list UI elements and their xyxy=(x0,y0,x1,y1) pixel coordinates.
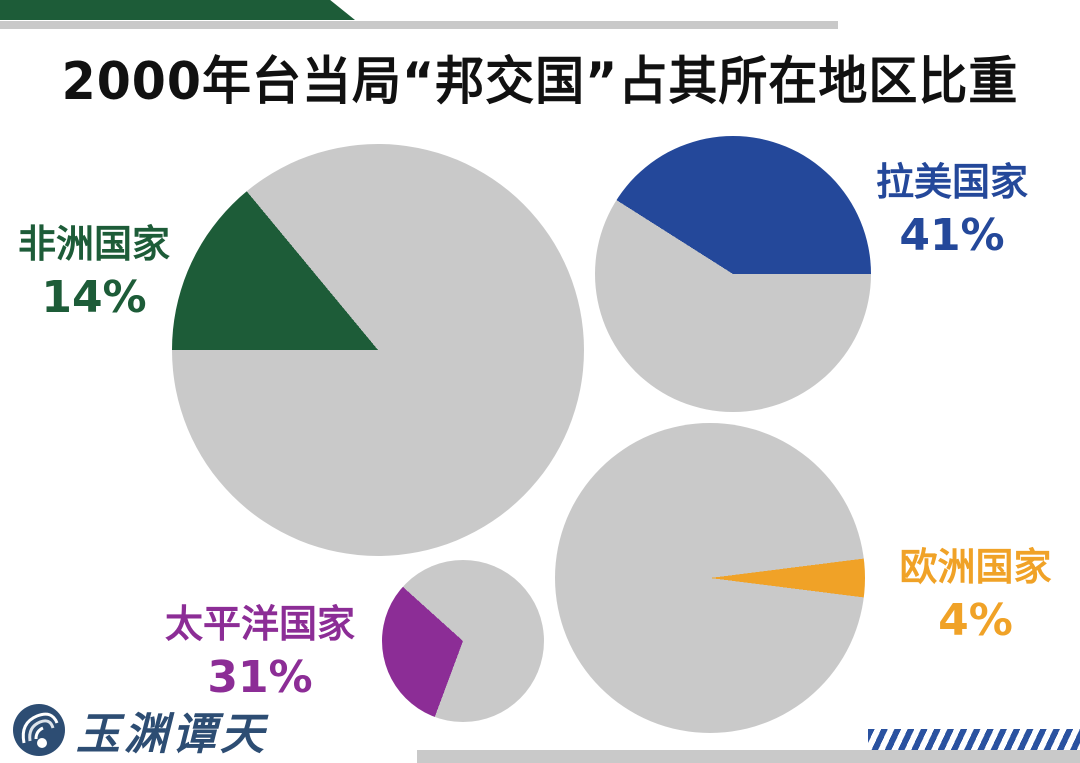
label-europe: 欧洲国家 4% xyxy=(878,543,1073,650)
logo: 玉渊谭天 xyxy=(12,702,268,760)
label-africa: 非洲国家 14% xyxy=(8,220,180,327)
label-europe-region: 欧洲国家 xyxy=(899,545,1052,589)
label-europe-percent: 4% xyxy=(938,595,1013,647)
pie-latin-america xyxy=(595,136,871,412)
label-latin-america-region: 拉美国家 xyxy=(875,160,1028,204)
pie-europe xyxy=(555,423,865,733)
pie-africa xyxy=(172,144,584,556)
top-divider-bar xyxy=(0,21,838,29)
label-pacific: 太平洋国家 31% xyxy=(150,600,370,707)
page-title: 2000年台当局“邦交国”占其所在地区比重 xyxy=(61,51,1019,112)
bottom-divider-bar xyxy=(417,750,1080,763)
pie-pacific xyxy=(382,560,544,722)
logo-swirl-icon xyxy=(12,703,66,757)
label-pacific-percent: 31% xyxy=(207,652,313,704)
logo-text: 玉渊谭天 xyxy=(76,709,268,760)
bottom-stripes-decoration xyxy=(868,729,1080,750)
label-pacific-region: 太平洋国家 xyxy=(164,602,355,646)
label-africa-region: 非洲国家 xyxy=(17,222,170,266)
label-latin-america: 拉美国家 41% xyxy=(852,158,1052,265)
label-africa-percent: 14% xyxy=(41,272,147,324)
label-latin-america-percent: 41% xyxy=(899,210,1005,262)
top-accent-bar xyxy=(0,0,355,20)
